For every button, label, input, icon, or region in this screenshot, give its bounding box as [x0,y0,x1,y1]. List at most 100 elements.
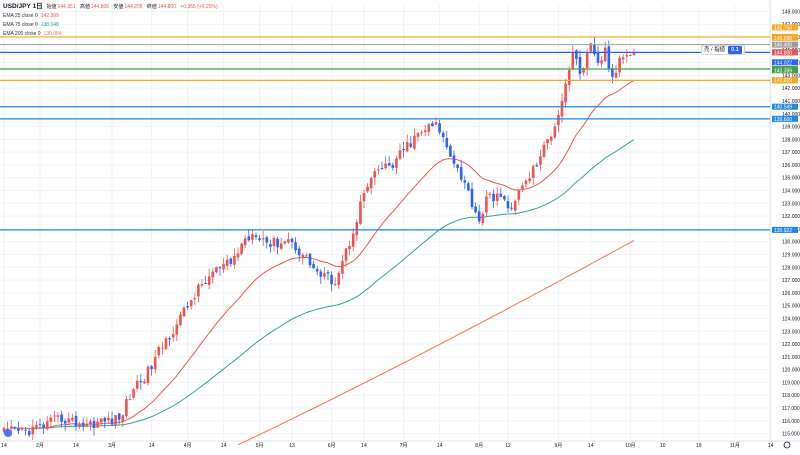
y-tick-label: 117.000 [782,406,800,412]
low-label: 安値 [113,4,124,10]
ema75-value: 138.048 [40,22,59,28]
candle-body [427,124,431,132]
y-tick-label: 135.000 [782,176,800,182]
sell-limit-order-label[interactable]: 売 / 指値 0.1 [701,45,745,55]
price-level-label: 145.400 [774,43,792,49]
y-tick-label: 125.000 [782,304,800,310]
y-tick-label: 138.000 [782,137,800,143]
x-tick-label: 3月 [108,443,116,449]
candle-body [27,430,31,436]
candle-body [506,201,510,209]
x-tick-label: 14 [361,443,367,449]
y-tick-label: 136.000 [782,163,800,169]
candle-body [308,253,312,266]
candle-body [207,276,211,285]
price-level-badge [772,115,798,122]
candle-body [9,426,13,429]
candle-body [89,421,92,425]
candle-body [276,238,279,248]
ema200-legend[interactable]: EMA 200 close 0 130.084 [3,30,218,39]
candle-body [495,193,499,202]
candle-body [420,132,423,134]
candle-body [265,237,269,243]
candle-body [632,52,636,56]
candle-body [38,424,42,426]
candle-body [204,283,207,285]
candle-body [143,381,146,384]
candle-body [434,122,438,125]
x-tick-label: 5月 [256,443,264,449]
candle-body [211,271,215,278]
y-tick-label: 127.000 [782,278,800,284]
ema25-legend[interactable]: EMA 25 close 0 142.399 [3,12,218,21]
candle-body [603,47,607,62]
candle-body [312,263,315,269]
axis-value-label: 142.619 [774,78,792,84]
candle-body [359,201,362,224]
candle-body [351,233,355,247]
candle-body [431,123,434,127]
candle-body [337,272,341,285]
low-value: 144.205 [124,4,143,10]
candle-body [319,271,323,277]
candle-body [229,258,233,264]
candle-body [92,420,96,429]
candle-body [175,324,179,335]
close-value: 144.800 [157,4,176,10]
candle-body [629,54,632,56]
axis-value-label: 146.750 [774,25,792,31]
open-label: 始値 [46,4,57,10]
candle-body [132,389,135,398]
candle-body [625,55,629,57]
y-tick-label: 137.000 [782,150,800,156]
x-tick-label: 19 [696,443,702,449]
candle-body [510,207,513,209]
timeframe[interactable]: 1日 [32,3,43,10]
candle-body [20,428,24,430]
candle-body [35,424,38,428]
candle-body [31,426,35,435]
candle-body [402,148,405,150]
candle-body [215,267,218,273]
candle-body [193,298,197,300]
candle-body [182,307,186,317]
x-tick-label: 8月 [475,443,483,449]
ema200-label: EMA 200 close 0 [3,31,41,37]
candle-body [146,366,150,383]
candle-body [107,417,110,421]
candle-body [157,346,161,356]
candle-body [272,237,276,246]
x-tick-label: 10月 [625,443,636,449]
candle-body [621,57,625,60]
candle-body [600,60,603,64]
candle-body [611,68,614,77]
y-tick-label: 116.000 [782,419,800,425]
y-tick-label: 141.000 [782,99,800,105]
x-tick-label: 14 [149,443,155,449]
y-tick-label: 122.000 [782,342,800,348]
candle-body [557,115,560,126]
y-tick-label: 118.000 [782,393,800,399]
candle-body [67,418,71,423]
y-tick-label: 132.000 [782,214,800,220]
candle-body [305,255,308,257]
candle-body [225,259,229,266]
candle-body [589,43,593,52]
candle-body [60,414,63,422]
candle-body [492,193,495,202]
y-tick-label: 134.000 [782,189,800,195]
candle-body [78,424,81,427]
candle-body [549,136,553,141]
axis-value-label: 144.022 [774,60,792,66]
candle-body [297,248,301,256]
x-tick-label: 12 [505,443,511,449]
ema25-label: EMA 25 close 0 [3,13,38,19]
candle-body [596,52,600,63]
x-tick-label: 14 [437,443,443,449]
axis-value-label: 143.399 [774,68,792,74]
candle-body [179,314,182,326]
symbol-name[interactable]: USD/JPY [3,3,31,10]
ema75-legend[interactable]: EMA 75 close 0 138.048 [3,21,218,30]
